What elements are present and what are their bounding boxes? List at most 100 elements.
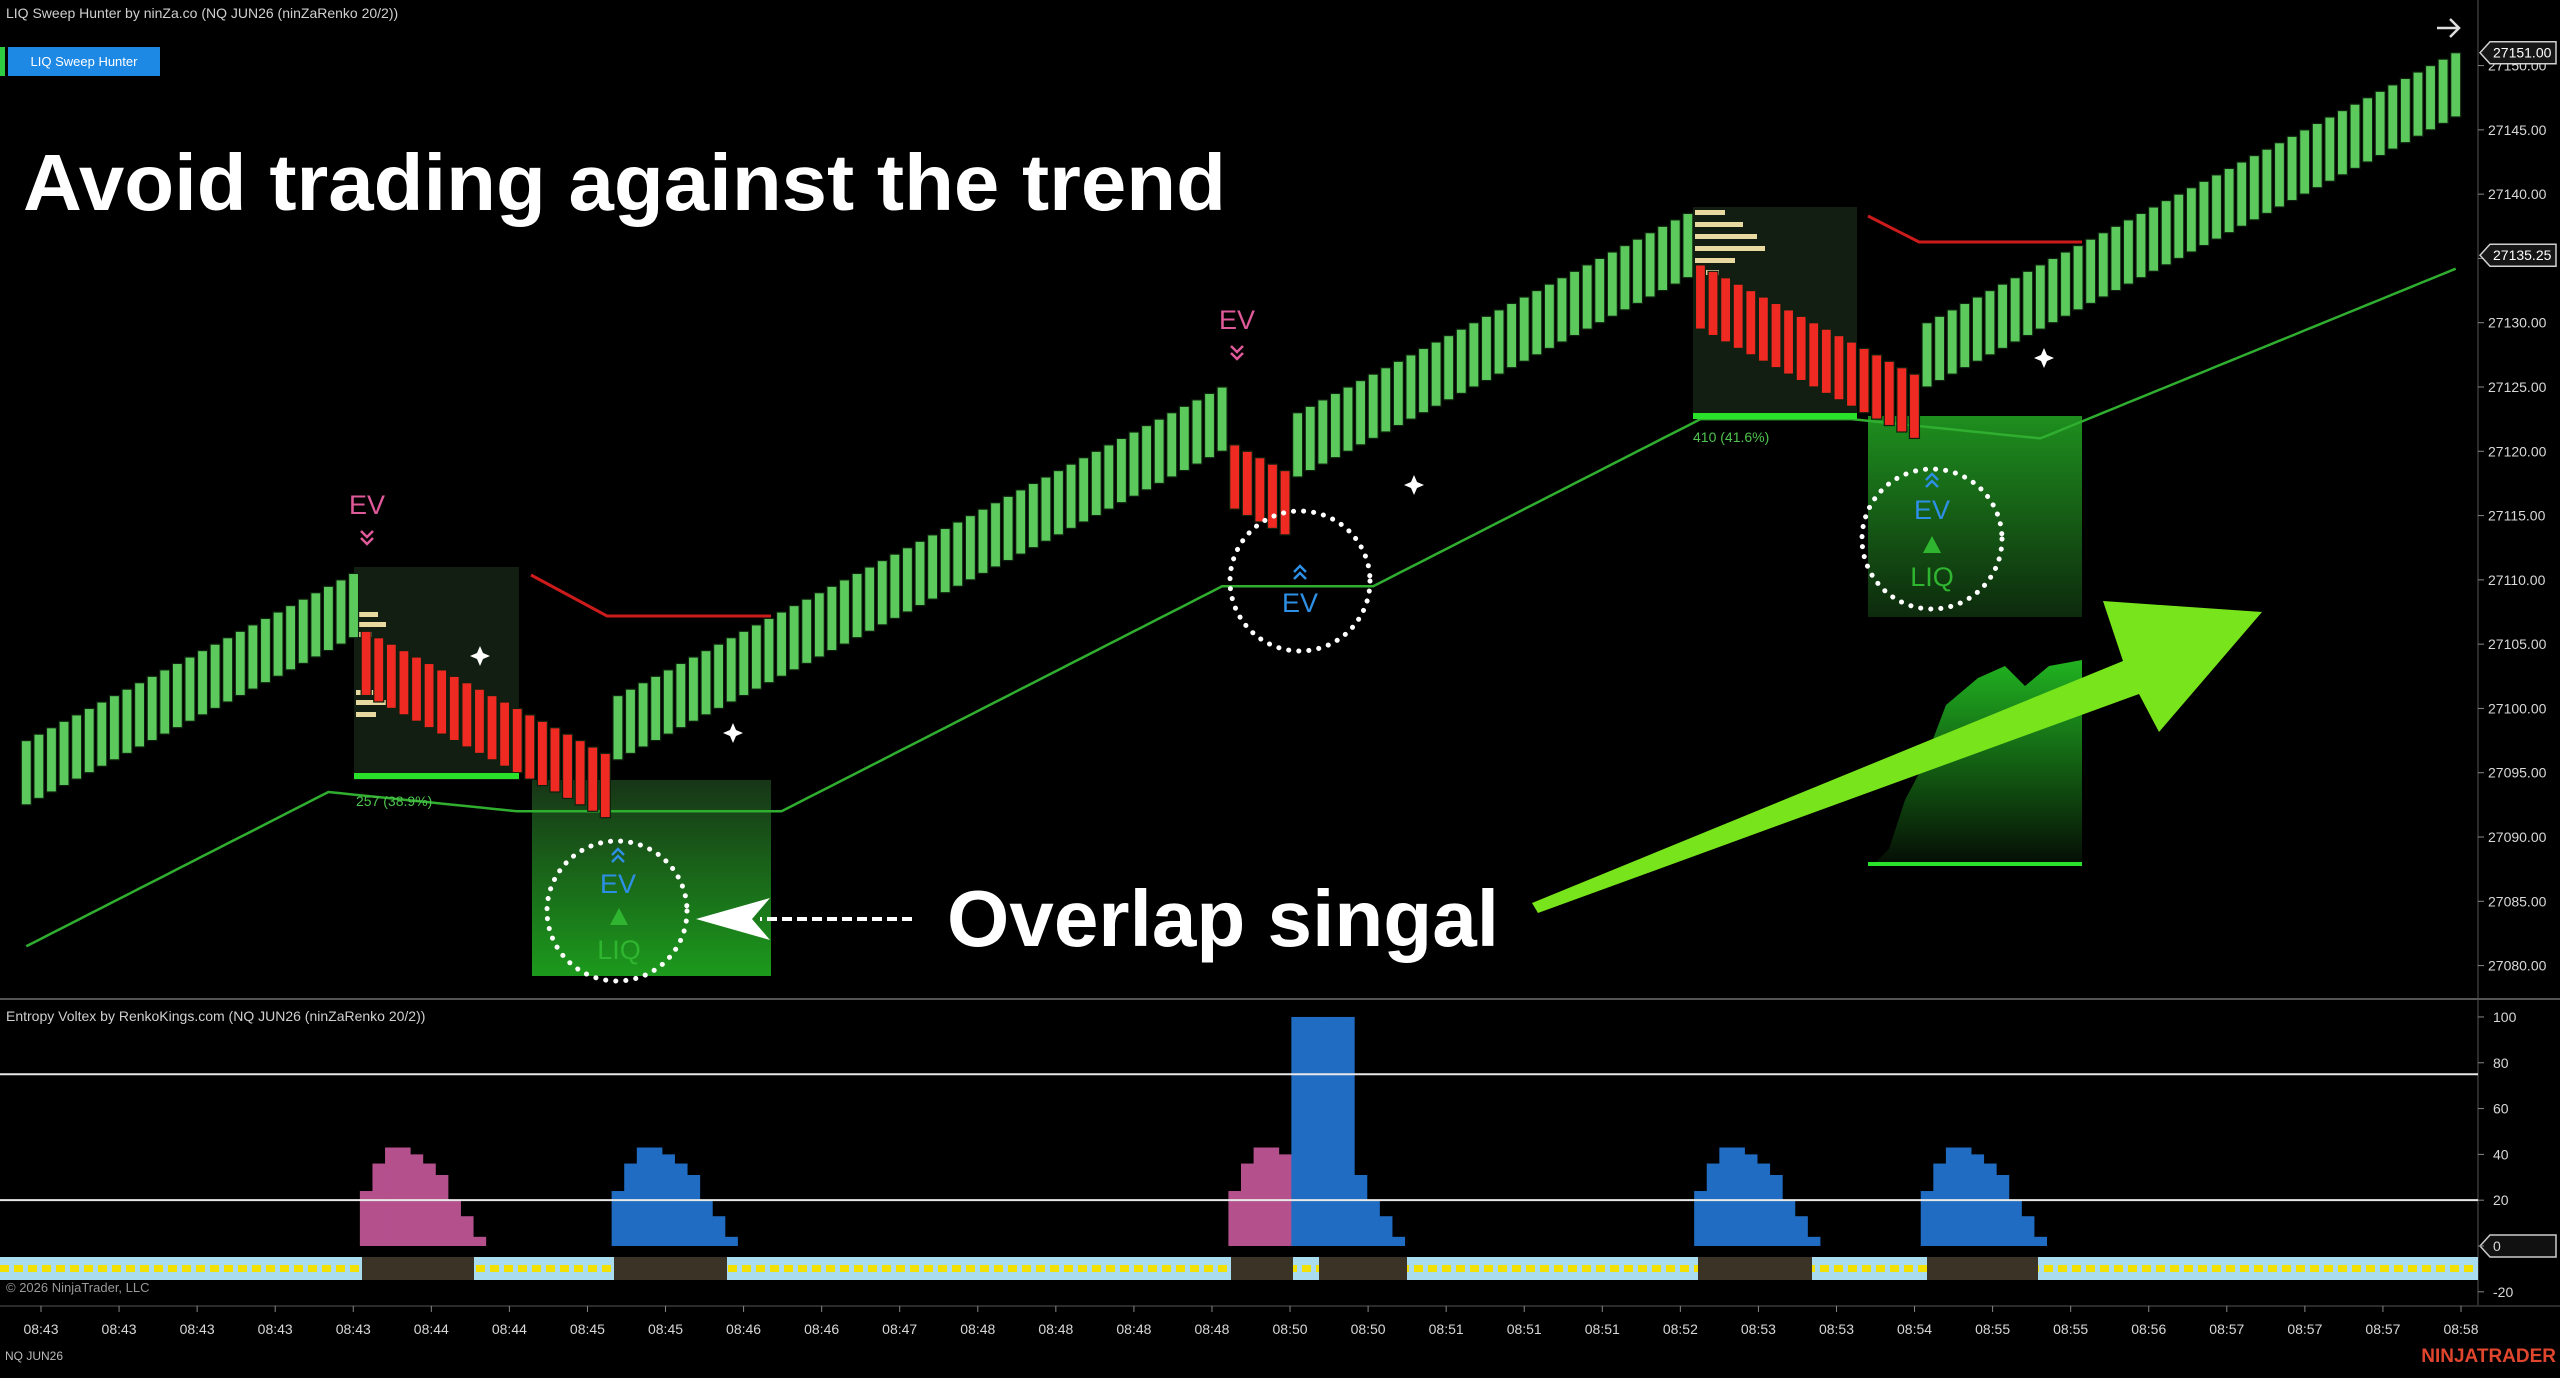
x-tick-label: 08:48 — [960, 1321, 995, 1337]
renko-brick — [96, 701, 108, 767]
copyright: © 2026 NinjaTrader, LLC — [6, 1280, 150, 1295]
signal-circle — [1227, 508, 1373, 654]
renko-brick — [310, 592, 322, 658]
histogram-bar — [1807, 1236, 1821, 1246]
renko-brick — [612, 694, 624, 761]
renko-brick — [171, 662, 183, 729]
renko-brick — [1241, 450, 1253, 517]
histogram-bar — [1794, 1216, 1808, 1246]
histogram-bar — [473, 1236, 487, 1246]
renko-brick — [2059, 251, 2072, 317]
renko-brick — [2047, 257, 2059, 324]
x-tick-label: 08:48 — [1194, 1321, 1229, 1337]
x-tick-label: 08:46 — [804, 1321, 839, 1337]
y-tick-label: 27100.00 — [2488, 700, 2547, 716]
signal-star — [723, 723, 743, 743]
renko-brick — [876, 559, 888, 626]
indicator-button[interactable] — [8, 47, 160, 76]
renko-brick — [927, 534, 939, 600]
histogram-bar — [1983, 1163, 1997, 1246]
band-gap — [1698, 1257, 1812, 1280]
renko-brick — [33, 733, 45, 800]
x-tick-label: 08:53 — [1741, 1321, 1776, 1337]
renko-brick — [335, 579, 347, 645]
renko-brick — [1380, 367, 1392, 433]
renko-brick — [2173, 193, 2185, 260]
renko-brick — [1078, 457, 1090, 523]
renko-brick — [423, 662, 435, 729]
ev-label: EV — [1219, 305, 1255, 335]
instrument: NQ JUN26 — [5, 1349, 63, 1363]
x-tick-label: 08:57 — [2209, 1321, 2244, 1337]
renko-brick — [738, 630, 750, 697]
renko-brick — [2236, 161, 2248, 227]
renko-brick — [1191, 399, 1203, 465]
renko-brick — [2009, 277, 2021, 343]
x-tick-label: 08:44 — [414, 1321, 449, 1337]
x-tick-label: 08:48 — [1038, 1321, 1073, 1337]
renko-brick — [1669, 219, 1681, 285]
renko-brick — [196, 649, 209, 716]
renko-brick — [813, 592, 825, 658]
x-tick-label: 08:44 — [492, 1321, 527, 1337]
renko-brick — [1178, 405, 1190, 472]
renko-brick — [1531, 289, 1543, 356]
y-tick-label: 27110.00 — [2488, 572, 2546, 588]
band-gap — [1927, 1257, 2038, 1280]
renko-brick — [2412, 71, 2424, 137]
signal-star — [1404, 475, 1424, 495]
profile-bar — [356, 622, 386, 627]
renko-brick — [385, 643, 397, 710]
renko-brick — [624, 688, 637, 755]
renko-brick — [410, 656, 423, 722]
renko-brick — [133, 682, 146, 748]
renko-brick — [58, 720, 70, 787]
band-gap — [614, 1257, 727, 1280]
price-marker-label: 27135.25 — [2493, 247, 2552, 263]
renko-brick — [1266, 463, 1279, 530]
renko-brick — [1115, 437, 1128, 504]
renko-brick — [1732, 283, 1744, 350]
renko-brick — [713, 643, 725, 710]
renko-brick — [1707, 270, 1719, 337]
histogram-bar — [1958, 1147, 1972, 1246]
renko-brick — [1795, 315, 1807, 382]
x-tick-label: 08:54 — [1897, 1321, 1932, 1337]
renko-brick — [1770, 302, 1782, 369]
x-tick-label: 08:57 — [2287, 1321, 2322, 1337]
data-layer — [20, 52, 2462, 1246]
renko-brick — [1392, 360, 1404, 427]
renko-brick — [511, 707, 523, 774]
renko-brick — [2450, 52, 2462, 118]
renko-brick — [2374, 90, 2386, 157]
band-gap — [362, 1257, 474, 1280]
renko-brick — [398, 649, 410, 716]
renko-brick — [1883, 360, 1895, 427]
ev-arrow — [1293, 564, 1307, 580]
renko-brick — [1166, 412, 1178, 478]
renko-brick — [1153, 418, 1165, 485]
renko-brick — [297, 598, 309, 665]
profile-bar — [356, 612, 378, 617]
callout-arrow-head — [696, 898, 770, 940]
ev-arrow — [1230, 345, 1244, 361]
histogram-bar — [372, 1163, 386, 1246]
renko-brick — [750, 624, 762, 690]
profile-bar — [356, 700, 390, 705]
headline: Avoid trading against the trend — [23, 138, 1226, 227]
renko-brick — [1581, 264, 1593, 330]
scroll-arrow[interactable] — [2437, 18, 2461, 38]
renko-brick — [1694, 264, 1707, 330]
renko-brick — [1455, 328, 1467, 395]
histogram-bar — [636, 1147, 650, 1246]
renko-brick — [587, 746, 599, 812]
ev-arrow — [611, 847, 625, 863]
histogram-bar — [1719, 1147, 1733, 1246]
renko-brick — [1984, 289, 1996, 356]
histogram-bar — [1920, 1191, 1934, 1246]
zone-label: 410 (41.6%) — [1693, 429, 1769, 445]
profile-bar — [1695, 210, 1725, 215]
renko-brick — [2085, 238, 2097, 305]
indicator-button-label[interactable]: LIQ Sweep Hunter — [31, 54, 139, 69]
y-tick-label: 27145.00 — [2488, 122, 2547, 138]
